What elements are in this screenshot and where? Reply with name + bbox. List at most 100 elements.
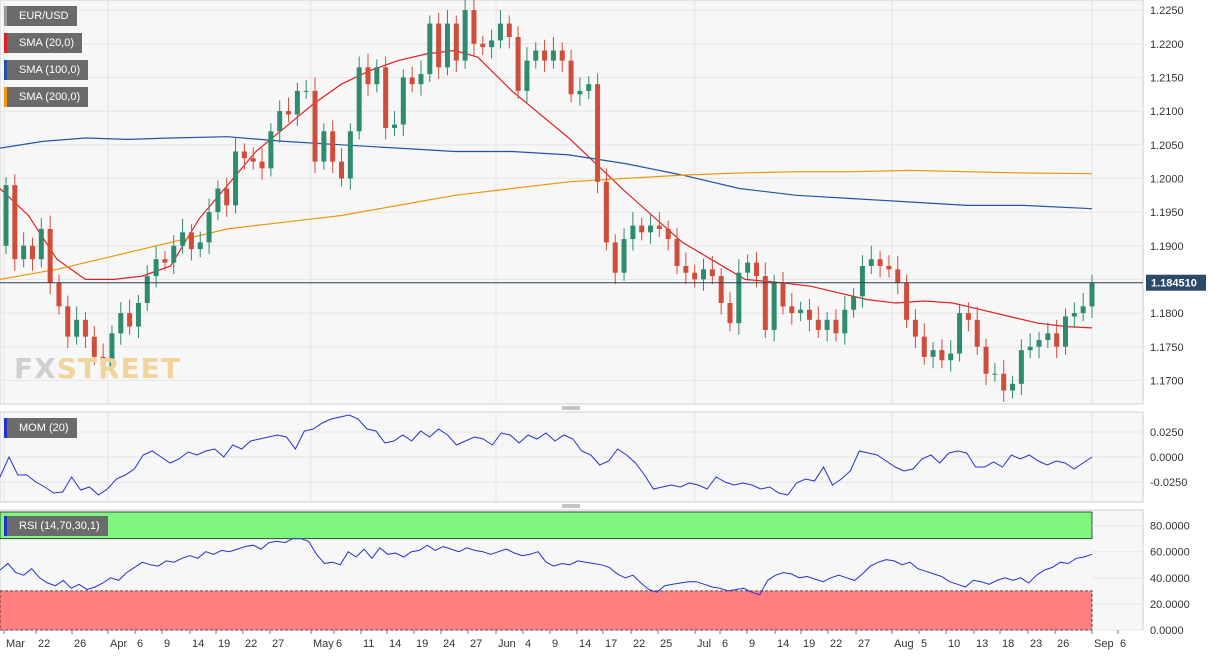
candle-body (1080, 306, 1086, 314)
candle-body (550, 50, 556, 61)
candle (1089, 274, 1095, 318)
candle-body (312, 90, 318, 162)
candle-body (877, 259, 883, 266)
candle-body (630, 225, 636, 240)
candle-body (153, 259, 159, 277)
candle (983, 338, 989, 386)
candle (542, 39, 548, 73)
candle-body (3, 185, 9, 246)
candle (1045, 322, 1051, 349)
candle (391, 111, 397, 137)
candle (586, 76, 592, 99)
candle-body (709, 269, 715, 277)
candle (303, 80, 309, 99)
x-tick-label: 19 (416, 638, 428, 650)
candle-body (109, 333, 115, 367)
candle (992, 362, 998, 382)
candle (356, 56, 362, 140)
x-tick-label: Aug (894, 638, 914, 650)
candle (630, 212, 636, 251)
candle-body (321, 131, 327, 162)
candle (436, 12, 442, 79)
x-tick-label: 25 (660, 638, 672, 650)
candle (1001, 360, 1007, 402)
candle-body (886, 265, 892, 270)
x-tick-label: 22 (245, 638, 257, 650)
rsi-tick-label: 80.0000 (1150, 521, 1190, 533)
candle-body (365, 67, 371, 85)
candle-body (453, 23, 459, 61)
x-tick-label: 18 (1002, 638, 1014, 650)
legend-rsi[interactable]: RSI (14,70,30,1) (4, 516, 108, 536)
momentum-panel[interactable]: 0.0250 0.0000 -0.0250 (0, 406, 1187, 508)
candle (453, 15, 459, 73)
candle (374, 59, 380, 93)
candle (3, 177, 9, 254)
candle-body (74, 319, 80, 337)
candle-body (1089, 282, 1095, 307)
candle-body (47, 228, 53, 283)
x-tick-label: 19 (218, 638, 230, 650)
candle (29, 237, 35, 271)
candle-body (1071, 313, 1077, 317)
watermark-street: STREET (56, 352, 181, 385)
candle-body (330, 131, 336, 162)
legend-mom[interactable]: MOM (20) (4, 418, 77, 438)
candle (957, 305, 963, 362)
candle (877, 251, 883, 278)
candle (965, 302, 971, 332)
current-price-tag (1146, 274, 1206, 291)
candle-body (65, 306, 71, 337)
price-tick-label: 1.1950 (1150, 207, 1184, 219)
candle-body (171, 245, 177, 263)
candle (312, 77, 318, 174)
legend-sma20[interactable]: SMA (20,0) (4, 33, 83, 53)
legend-sma100[interactable]: SMA (100,0) (4, 60, 89, 80)
candle-body (197, 242, 203, 250)
candle (180, 218, 186, 254)
candle-body (444, 23, 450, 68)
x-tick-label: Jun (498, 638, 516, 650)
price-tick-label: 1.2050 (1150, 140, 1184, 152)
candle (665, 220, 671, 251)
rsi-panel[interactable]: 80.0000 60.0000 40.0000 20.0000 0.0000 (0, 509, 1190, 637)
candle (1027, 333, 1033, 359)
candle-body (736, 272, 742, 324)
candle (321, 123, 327, 170)
candle (833, 309, 839, 342)
candle (948, 340, 954, 372)
candle (241, 143, 247, 170)
x-tick-label: May (313, 638, 334, 650)
price-panel[interactable]: 1.2250 1.2200 1.2150 1.2100 1.2050 1.2000 1.19… (0, 0, 1206, 405)
candle-body (1001, 373, 1007, 391)
candle (259, 148, 265, 180)
candle (736, 259, 742, 335)
candle (674, 228, 680, 275)
candle (595, 73, 601, 194)
x-tick-label: 27 (858, 638, 870, 650)
price-tick-label: 1.2150 (1150, 72, 1184, 84)
legend-symbol[interactable]: EUR/USD (4, 6, 77, 26)
candle-body (815, 319, 821, 330)
candle (506, 15, 512, 49)
candle-body (409, 77, 415, 85)
candle-body (82, 319, 88, 337)
candle-body (233, 151, 239, 206)
x-tick-label: 26 (1057, 638, 1069, 650)
candle-body (930, 350, 936, 357)
x-tick-label: 14 (579, 638, 591, 650)
candle (780, 272, 786, 315)
candle (789, 292, 795, 325)
candle (612, 234, 618, 285)
x-tick-label: 24 (443, 638, 455, 650)
candle (648, 214, 654, 244)
legend-sma200[interactable]: SMA (200,0) (4, 87, 89, 107)
candle (798, 301, 804, 322)
rsi-tick-label: 60.0000 (1150, 547, 1190, 559)
candle (718, 267, 724, 315)
candle (91, 325, 97, 365)
x-tick-label: 6 (137, 638, 143, 650)
candle-body (462, 10, 468, 61)
candle-body (286, 111, 292, 115)
x-tick-label: 22 (830, 638, 842, 650)
